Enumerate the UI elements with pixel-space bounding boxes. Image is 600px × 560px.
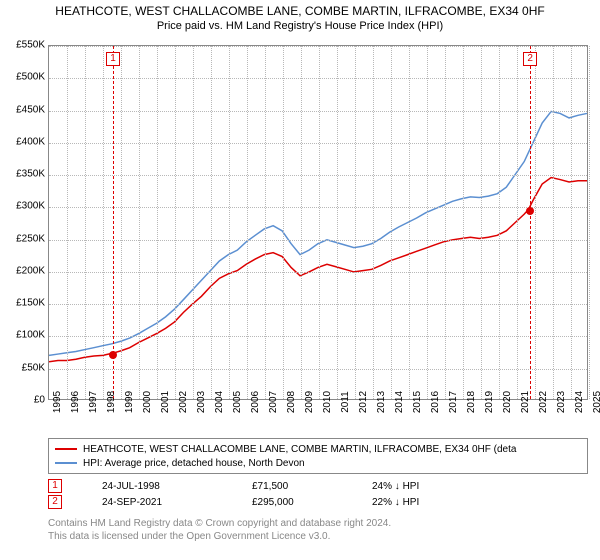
x-axis-tick-label: 2011 [340, 391, 351, 413]
x-axis-tick-label: 2002 [178, 391, 189, 413]
legend-label: HEATHCOTE, WEST CHALLACOMBE LANE, COMBE … [83, 444, 516, 455]
x-axis-tick-label: 2013 [376, 391, 387, 413]
footer-attribution: Contains HM Land Registry data © Crown c… [48, 518, 588, 543]
x-axis-tick-label: 1997 [88, 391, 99, 413]
x-axis-tick-label: 2003 [196, 391, 207, 413]
x-axis-tick-label: 2005 [232, 391, 243, 413]
y-axis-tick-label: £400K [16, 136, 45, 147]
x-axis-tick-label: 1996 [70, 391, 81, 413]
transaction-price: £295,000 [252, 497, 332, 508]
title-block: HEATHCOTE, WEST CHALLACOMBE LANE, COMBE … [0, 0, 600, 34]
x-axis-tick-label: 2018 [466, 391, 477, 413]
marker-number-box: 2 [48, 495, 62, 509]
x-axis-tick-label: 2012 [358, 391, 369, 413]
marker-number-box: 2 [523, 52, 537, 66]
legend-swatch [55, 448, 77, 450]
y-axis-tick-label: £150K [16, 298, 45, 309]
marker-number-box: 1 [106, 52, 120, 66]
marker-dot [526, 207, 534, 215]
legend-item: HPI: Average price, detached house, Nort… [55, 456, 581, 470]
y-axis-tick-label: £500K [16, 72, 45, 83]
transaction-date: 24-JUL-1998 [102, 481, 212, 492]
y-axis-tick-label: £350K [16, 169, 45, 180]
x-axis-tick-label: 2019 [484, 391, 495, 413]
chart-title: HEATHCOTE, WEST CHALLACOMBE LANE, COMBE … [0, 4, 600, 18]
marker-vertical-line [530, 46, 531, 399]
x-axis-tick-label: 1998 [106, 391, 117, 413]
marker-vertical-line [113, 46, 114, 399]
series-line [49, 111, 587, 355]
chart-lines-svg [49, 46, 587, 399]
x-axis-tick-label: 2001 [160, 391, 171, 413]
footer-line: This data is licensed under the Open Gov… [48, 531, 588, 544]
x-axis-tick-label: 2007 [268, 391, 279, 413]
x-axis-tick-label: 2014 [394, 391, 405, 413]
x-axis-tick-label: 2017 [448, 391, 459, 413]
legend-item: HEATHCOTE, WEST CHALLACOMBE LANE, COMBE … [55, 442, 581, 456]
x-axis-tick-label: 2004 [214, 391, 225, 413]
x-axis-tick-label: 2006 [250, 391, 261, 413]
series-line [49, 178, 587, 362]
x-axis-tick-label: 2010 [322, 391, 333, 413]
x-axis-tick-label: 1995 [52, 391, 63, 413]
transaction-price: £71,500 [252, 481, 332, 492]
x-axis-tick-label: 2020 [502, 391, 513, 413]
y-axis-tick-label: £450K [16, 104, 45, 115]
transaction-date: 24-SEP-2021 [102, 497, 212, 508]
legend-label: HPI: Average price, detached house, Nort… [83, 458, 305, 469]
transaction-table: 1 24-JUL-1998 £71,500 24% ↓ HPI 2 24-SEP… [48, 478, 588, 510]
x-axis-tick-label: 2023 [556, 391, 567, 413]
transaction-delta: 22% ↓ HPI [372, 497, 462, 508]
x-axis-tick-label: 2000 [142, 391, 153, 413]
x-axis-tick-label: 2016 [430, 391, 441, 413]
x-axis-tick-label: 2024 [574, 391, 585, 413]
y-axis-tick-label: £100K [16, 330, 45, 341]
chart-container: HEATHCOTE, WEST CHALLACOMBE LANE, COMBE … [0, 0, 600, 560]
transaction-row: 1 24-JUL-1998 £71,500 24% ↓ HPI [48, 478, 588, 494]
transaction-row: 2 24-SEP-2021 £295,000 22% ↓ HPI [48, 494, 588, 510]
y-axis-tick-label: £550K [16, 40, 45, 51]
x-axis-tick-label: 1999 [124, 391, 135, 413]
transaction-delta: 24% ↓ HPI [372, 481, 462, 492]
footer-line: Contains HM Land Registry data © Crown c… [48, 518, 588, 531]
x-axis-tick-label: 2022 [538, 391, 549, 413]
y-axis-tick-label: £0 [34, 395, 45, 406]
chart-subtitle: Price paid vs. HM Land Registry's House … [0, 20, 600, 32]
x-axis-tick-label: 2025 [592, 391, 600, 413]
y-axis-tick-label: £300K [16, 201, 45, 212]
y-axis-tick-label: £200K [16, 265, 45, 276]
y-axis-tick-label: £50K [22, 362, 45, 373]
x-axis-tick-label: 2021 [520, 391, 531, 413]
marker-number-box: 1 [48, 479, 62, 493]
x-axis-tick-label: 2015 [412, 391, 423, 413]
marker-dot [109, 351, 117, 359]
y-axis-tick-label: £250K [16, 233, 45, 244]
x-axis-tick-label: 2009 [304, 391, 315, 413]
legend: HEATHCOTE, WEST CHALLACOMBE LANE, COMBE … [48, 438, 588, 474]
legend-swatch [55, 462, 77, 464]
x-axis-tick-label: 2008 [286, 391, 297, 413]
chart-plot-area: 12 [48, 45, 588, 400]
